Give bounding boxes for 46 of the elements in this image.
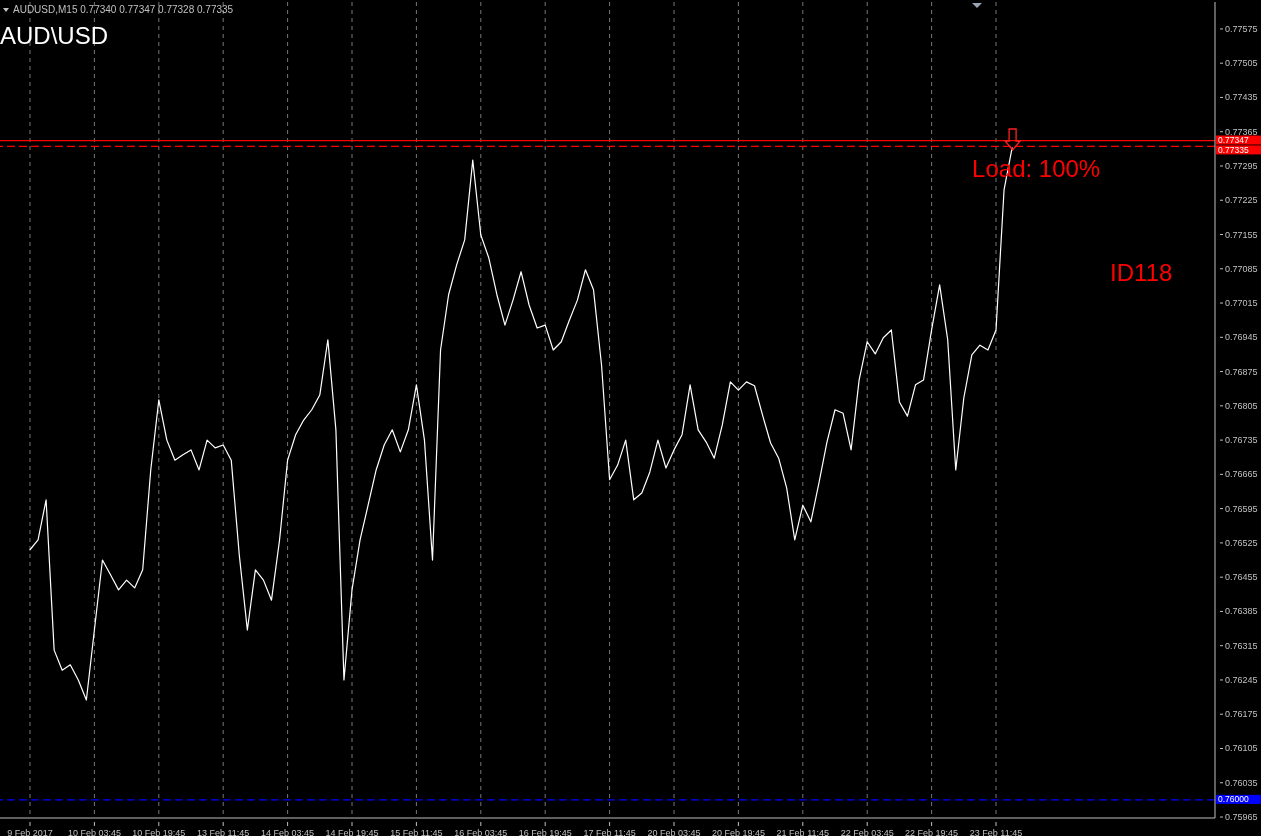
x-tick-label: 23 Feb 11:45 (969, 828, 1023, 836)
y-tick-label: 0.75965 (1225, 812, 1258, 823)
y-tick-label: 0.77505 (1225, 58, 1258, 69)
y-tick-label: 0.76175 (1225, 709, 1258, 720)
x-tick-label: 9 Feb 2017 (7, 828, 53, 836)
x-tick-label: 17 Feb 11:45 (583, 828, 636, 836)
y-tick-label: 0.77155 (1225, 229, 1258, 240)
y-tick-label: 0.76525 (1225, 537, 1258, 548)
y-tick-label: 0.76385 (1225, 606, 1258, 617)
text: ID118 (1110, 259, 1173, 286)
x-tick-label: 22 Feb 19:45 (905, 828, 959, 836)
y-tick-label: 0.77085 (1225, 263, 1258, 274)
x-tick-label: 20 Feb 03:45 (647, 828, 701, 836)
ref-line-label: 0.77347 (1218, 135, 1249, 146)
x-tick-label: 20 Feb 19:45 (711, 828, 765, 836)
text: AUD\USD (0, 22, 109, 49)
y-tick-label: 0.76455 (1225, 572, 1258, 583)
y-tick-label: 0.76035 (1225, 777, 1258, 788)
ref-line-label: 0.76000 (1218, 794, 1249, 805)
y-tick-label: 0.76105 (1225, 743, 1258, 754)
x-tick-label: 10 Feb 03:45 (67, 828, 121, 836)
y-tick-label: 0.76735 (1225, 435, 1258, 446)
x-tick-label: 15 Feb 11:45 (390, 828, 443, 836)
x-tick-label: 14 Feb 19:45 (325, 828, 379, 836)
x-tick-label: 14 Feb 03:45 (261, 828, 315, 836)
y-tick-label: 0.77295 (1225, 160, 1258, 171)
x-tick-label: 21 Feb 11:45 (776, 828, 829, 836)
x-tick-label: 13 Feb 11:45 (197, 828, 250, 836)
chart-subtitle: AUDUSD,M15 0.77340 0.77347 0.77328 0.77335 (13, 4, 234, 15)
y-tick-label: 0.76665 (1225, 469, 1258, 480)
y-tick-label: 0.77225 (1225, 195, 1258, 206)
y-tick-label: 0.77365 (1225, 126, 1258, 137)
y-tick-label: 0.76245 (1225, 674, 1258, 685)
y-tick-label: 0.77575 (1225, 23, 1258, 34)
y-tick-label: 0.76315 (1225, 640, 1258, 651)
x-tick-label: 16 Feb 19:45 (518, 828, 572, 836)
x-tick-label: 10 Feb 19:45 (132, 828, 186, 836)
y-tick-label: 0.77435 (1225, 92, 1258, 103)
ref-line-label: 0.77335 (1218, 144, 1249, 155)
y-tick-label: 0.76875 (1225, 366, 1258, 377)
y-tick-label: 0.77015 (1225, 298, 1258, 309)
x-tick-label: 22 Feb 03:45 (840, 828, 894, 836)
x-tick-label: 16 Feb 03:45 (454, 828, 508, 836)
y-tick-label: 0.76805 (1225, 400, 1258, 411)
y-tick-label: 0.76945 (1225, 332, 1258, 343)
y-tick-label: 0.76595 (1225, 503, 1258, 514)
